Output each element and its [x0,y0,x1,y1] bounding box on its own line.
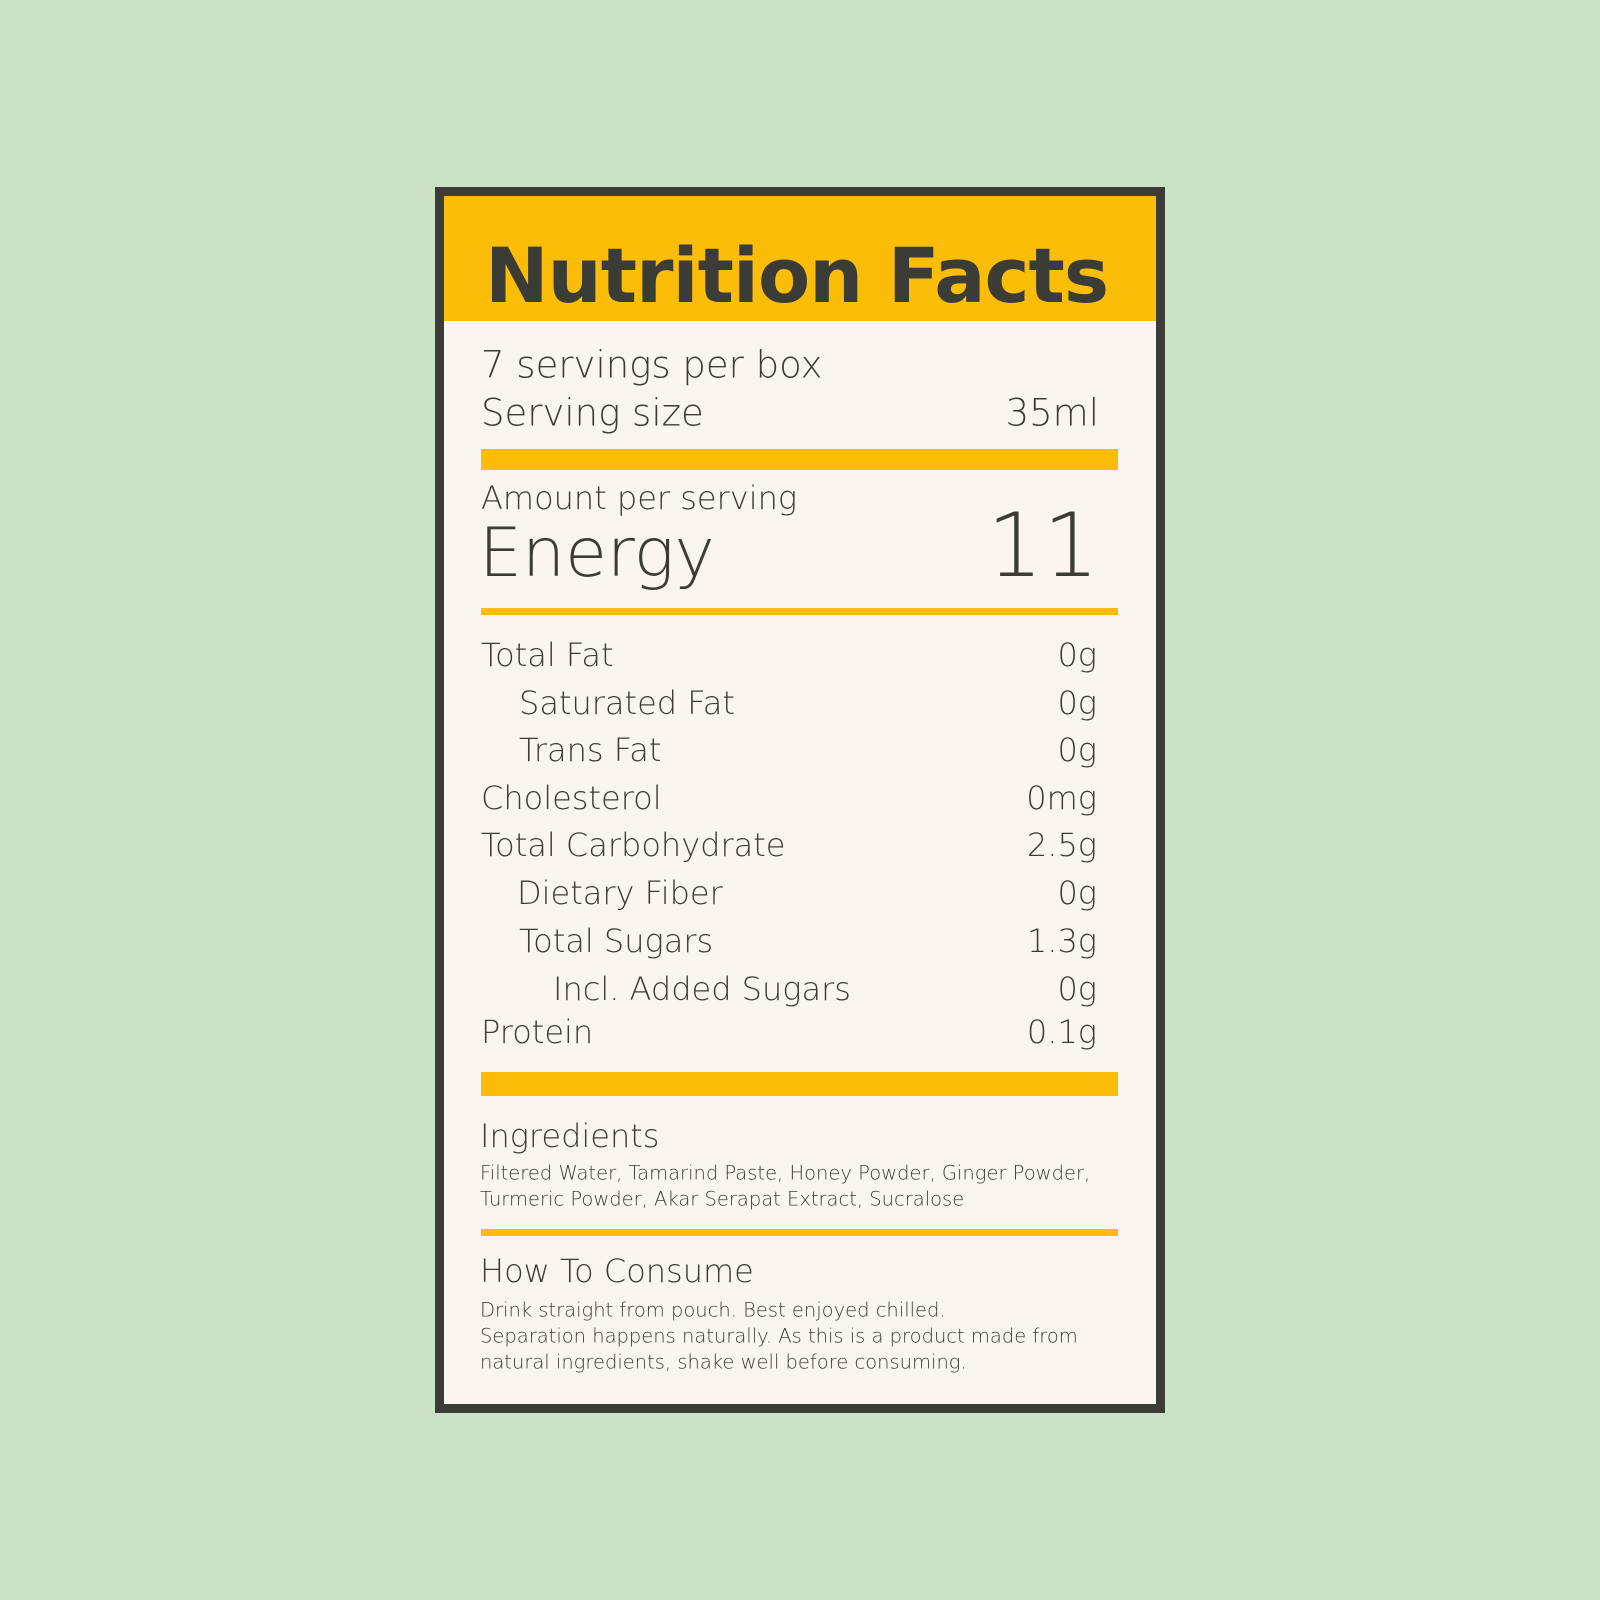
nutrient-value: 0g [1057,874,1097,912]
header-band [444,196,1156,321]
nutrient-name: Saturated Fat [519,684,735,722]
nutrient-value: 1.3g [1026,922,1097,960]
ingredients-text: Turmeric Powder, Akar Serapat Extract, S… [480,1187,965,1211]
nutrient-value: 2.5g [1026,826,1097,864]
serving-size-value: 35ml [1005,391,1099,435]
nutrient-name: Incl. Added Sugars [553,970,851,1008]
title: Nutrition Facts [485,231,1109,320]
nutrient-value: 0g [1057,731,1097,769]
nutrient-name: Trans Fat [519,731,662,769]
divider [481,1229,1118,1236]
energy-value: 11 [987,494,1099,597]
divider [481,608,1118,615]
nutrient-value: 0g [1057,636,1097,674]
nutrient-name: Protein [481,1013,594,1051]
nutrition-label [435,187,1165,1413]
nutrient-name: Total Sugars [519,922,714,960]
consume-heading: How To Consume [480,1252,754,1290]
consume-text: Drink straight from pouch. Best enjoyed … [480,1298,946,1322]
energy-label: Energy [479,514,715,593]
nutrient-name: Dietary Fiber [517,874,723,912]
servings-per-container: 7 servings per box [481,343,823,387]
nutrient-name: Total Carbohydrate [481,826,786,864]
nutrient-value: 0mg [1026,779,1097,817]
nutrient-value: 0g [1057,684,1097,722]
divider [481,1072,1118,1096]
nutrient-value: 0.1g [1026,1013,1097,1051]
nutrient-value: 0g [1057,970,1097,1008]
amount-label: Amount per serving [481,479,798,517]
nutrient-name: Cholesterol [481,779,662,817]
consume-text: Separation happens naturally. As this is… [480,1324,1078,1348]
consume-text: natural ingredients, shake well before c… [480,1350,967,1374]
divider [481,449,1118,470]
ingredients-heading: Ingredients [480,1117,660,1155]
ingredients-text: Filtered Water, Tamarind Paste, Honey Po… [480,1161,1091,1185]
serving-size-label: Serving size [481,391,704,435]
nutrient-name: Total Fat [481,636,614,674]
